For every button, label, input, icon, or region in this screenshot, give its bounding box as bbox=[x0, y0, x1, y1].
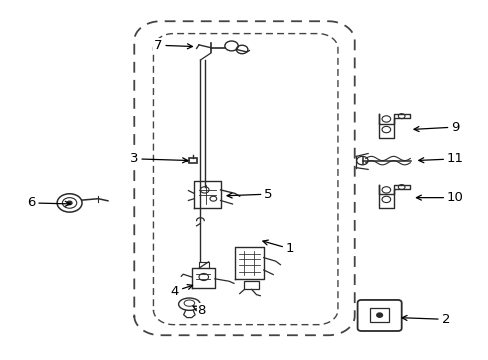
Text: 11: 11 bbox=[418, 152, 463, 165]
Text: 1: 1 bbox=[263, 240, 294, 255]
Text: 6: 6 bbox=[27, 197, 70, 210]
Text: 8: 8 bbox=[193, 304, 205, 317]
Bar bbox=[244, 280, 258, 289]
Text: 7: 7 bbox=[154, 39, 192, 52]
Circle shape bbox=[67, 201, 72, 205]
Bar bbox=[369, 309, 388, 322]
Text: 2: 2 bbox=[401, 313, 449, 326]
Text: 5: 5 bbox=[226, 188, 272, 201]
Bar bbox=[189, 158, 197, 163]
Text: 10: 10 bbox=[416, 191, 463, 204]
Circle shape bbox=[376, 313, 382, 317]
Text: 4: 4 bbox=[170, 284, 192, 298]
Text: 9: 9 bbox=[413, 121, 459, 134]
Text: 3: 3 bbox=[130, 152, 187, 165]
